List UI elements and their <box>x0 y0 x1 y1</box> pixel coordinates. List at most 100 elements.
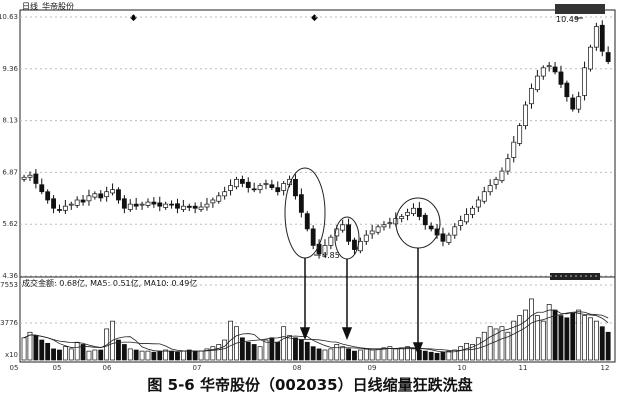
volume-bar <box>80 344 86 361</box>
volume-bar <box>363 348 369 361</box>
volume-bar <box>470 344 475 361</box>
volume-bar <box>375 348 381 361</box>
volume-bar <box>145 350 151 361</box>
candle <box>387 222 393 225</box>
volume-bar <box>340 346 346 361</box>
candle <box>74 199 80 206</box>
candle <box>192 205 198 209</box>
volume-bar <box>263 339 269 361</box>
candle <box>21 176 27 180</box>
volume-bar <box>127 348 133 361</box>
highlight-circle <box>284 167 326 259</box>
ma5-line <box>23 309 609 353</box>
volume-bar <box>163 349 169 361</box>
stock-name: 华帝股份 <box>42 1 74 11</box>
volume-bar <box>540 320 546 361</box>
volume-bar <box>204 348 210 361</box>
volume-bar <box>570 313 576 361</box>
chart-frame <box>19 9 616 363</box>
volume-bar <box>534 315 540 361</box>
candle <box>310 228 316 246</box>
volume-bar <box>275 341 281 361</box>
volume-bar <box>92 349 98 361</box>
candle <box>593 26 599 48</box>
volume-bar <box>281 326 287 361</box>
volume-bar <box>186 349 192 361</box>
month-label: 09 <box>368 364 377 372</box>
volume-bar <box>511 320 517 361</box>
candle <box>440 233 446 242</box>
candle <box>411 207 416 214</box>
volume-bar <box>175 351 180 361</box>
volume-bar <box>458 346 464 361</box>
month-label: 11 <box>519 364 528 372</box>
candle <box>328 236 334 246</box>
volume-bar <box>169 350 174 361</box>
candle <box>180 205 186 210</box>
month-label: 06 <box>103 364 112 372</box>
volume-bar <box>405 346 410 361</box>
candle <box>464 214 469 223</box>
candle <box>257 185 263 191</box>
volume-bar <box>605 331 611 361</box>
volume-bar <box>599 326 605 361</box>
candle <box>222 191 228 197</box>
figure-caption: 图 5-6 华帝股份（002035）日线缩量狂跌洗盘 <box>147 376 472 394</box>
candle <box>340 224 346 231</box>
candle <box>27 174 33 178</box>
volume-bar <box>552 309 558 361</box>
volume-bar <box>564 317 570 361</box>
candle <box>186 205 192 208</box>
volume-bar <box>523 309 528 361</box>
candle <box>505 158 511 172</box>
candle <box>517 125 523 144</box>
volume-bar <box>440 351 446 361</box>
candle <box>92 193 98 198</box>
volume-bar <box>133 349 139 361</box>
candle <box>110 189 115 194</box>
candle <box>458 220 464 226</box>
candle <box>452 226 458 236</box>
volume-bar <box>57 349 62 361</box>
marker-diamond: ◆ <box>311 13 318 23</box>
volume-bar <box>381 347 387 361</box>
candle <box>51 198 56 209</box>
price-tick-label: 6.87 <box>2 168 18 176</box>
highlight-circle <box>395 197 441 249</box>
candle <box>481 191 487 202</box>
candle <box>281 183 287 191</box>
candle <box>422 214 428 226</box>
volume-bar <box>192 350 198 361</box>
month-label: 08 <box>293 364 302 372</box>
volume-bar <box>505 331 511 361</box>
price-tick-label: 4.36 <box>2 272 18 280</box>
candle <box>322 245 328 256</box>
volume-bar <box>293 337 298 361</box>
candle <box>605 52 611 62</box>
high-annotation: 10.49 <box>556 15 579 24</box>
volume-bar <box>322 349 328 361</box>
period-label: 日线 <box>22 1 38 11</box>
candle <box>116 189 121 201</box>
candle <box>62 205 68 211</box>
candle <box>216 195 222 202</box>
candle <box>239 178 245 184</box>
candle <box>263 183 269 185</box>
volume-bar <box>582 315 587 361</box>
volume-bar <box>222 339 228 361</box>
candle <box>45 191 51 201</box>
ma10-line <box>23 311 609 352</box>
candle <box>475 199 481 208</box>
volume-bar <box>328 348 334 361</box>
candle <box>293 178 298 197</box>
candle <box>446 234 452 243</box>
marker-diamond: ◆ <box>130 13 137 23</box>
candle <box>588 46 593 70</box>
candle <box>98 193 104 199</box>
volume-bar <box>387 346 393 361</box>
candle <box>564 82 570 98</box>
price-tick-label: 5.62 <box>2 220 18 228</box>
volume-bar <box>62 346 68 361</box>
